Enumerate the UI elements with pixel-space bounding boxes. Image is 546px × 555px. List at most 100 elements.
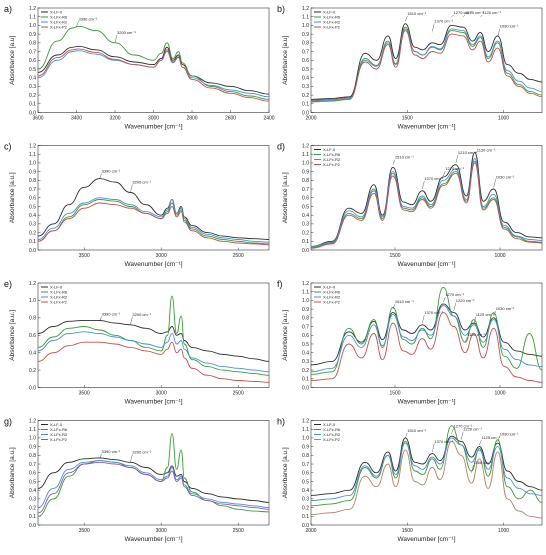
annotation-arrow (422, 181, 424, 189)
y-tick-label: 0.2 (302, 93, 309, 99)
panel-g: 0.00.10.20.30.40.50.60.70.80.91.01.11.23… (4, 417, 269, 544)
y-tick-label: 0.2 (302, 230, 309, 236)
y-tick-label: 0.1 (29, 514, 36, 520)
legend: X-LF-0X-LFx-R6X-LFx-R2X-LFx-P2 (41, 422, 68, 442)
annotation-label: 3390 cm⁻¹ (102, 311, 121, 316)
x-tick-label: 3500 (79, 528, 90, 534)
y-tick-label: 0.1 (29, 239, 36, 245)
x-tick-label: 3000 (156, 528, 167, 534)
x-tick-label: 1500 (389, 391, 400, 397)
y-tick-label: 0.7 (29, 49, 36, 55)
annotation-label: 1030 cm⁻¹ (496, 174, 515, 179)
x-tick-label: 3400 (71, 116, 82, 122)
series-group (311, 153, 542, 249)
y-tick-label: 0.3 (29, 497, 36, 503)
annotation-label: 1370 cm⁻¹ (424, 176, 443, 181)
legend-entry: X-LFx-P2 (323, 162, 341, 167)
y-tick-label: 0.9 (29, 169, 36, 175)
y-tick-label: 0.7 (302, 324, 309, 330)
panel-label: c) (4, 142, 12, 152)
y-tick-label: 0.9 (29, 444, 36, 450)
y-tick-label: 1.2 (302, 418, 309, 424)
legend-entry: X-LFx-P2 (323, 437, 341, 442)
annotation-label: 1030 cm⁻¹ (500, 431, 519, 436)
y-tick-label: 0.8 (29, 178, 36, 184)
y-axis-label: Absorbance [a.u.] (282, 310, 289, 361)
annotation-arrow (432, 24, 434, 32)
y-tick-label: 0.2 (29, 230, 36, 236)
series-line-X-LF-0 (38, 320, 269, 361)
annotation-arrow (494, 179, 496, 187)
annotation-label: 1120 cm⁻¹ (477, 148, 496, 153)
y-tick-label: 0.7 (29, 187, 36, 193)
x-axis-label: Wavenumber [cm⁻¹] (397, 536, 455, 543)
y-tick-label: 0.5 (302, 342, 309, 348)
panel-label: a) (4, 4, 12, 14)
x-tick-label: 3600 (32, 116, 43, 122)
annotation-arrow (456, 155, 458, 163)
y-tick-label: 0.4 (302, 488, 309, 494)
y-tick-label: 0.4 (302, 350, 309, 356)
legend-entry: X-LFx-P2 (323, 300, 341, 305)
annotation-arrow (422, 315, 424, 323)
series-group (311, 426, 542, 518)
y-axis-label: Absorbance [a.u.] (9, 172, 16, 223)
y-tick-label: 0.6 (302, 471, 309, 477)
y-axis-label: Absorbance [a.u.] (282, 172, 289, 223)
y-tick-label: 0.8 (29, 41, 36, 47)
legend-entry: X-LFx-P2 (50, 25, 68, 30)
annotation-arrow (100, 174, 102, 179)
series-group (38, 179, 269, 245)
series-line-X-LFx-R2 (38, 332, 269, 372)
series-line-X-LFx-P2 (311, 313, 542, 383)
annotation-label: 1125 cm⁻¹ (476, 312, 495, 317)
plot-frame (38, 146, 269, 251)
series-line-X-LFx-P2 (311, 31, 542, 101)
y-tick-label: 1.1 (302, 15, 309, 21)
y-tick-label: 1.1 (29, 427, 36, 433)
series-line-X-LF-0 (19, 46, 269, 94)
y-tick-label: 1.0 (29, 436, 36, 442)
y-tick-label: 1.0 (302, 23, 309, 29)
annotation-arrow (452, 15, 454, 17)
y-tick-label: 0.7 (29, 462, 36, 468)
y-tick-label: 0.3 (29, 222, 36, 228)
series-line-X-LFx-R6 (311, 287, 542, 374)
annotation-arrow (405, 16, 407, 21)
panel-b: 0.00.10.20.30.40.50.60.70.80.91.01.11.22… (277, 4, 542, 131)
series-line-X-LFx-R2 (38, 198, 269, 242)
x-tick-label: 2400 (263, 116, 274, 122)
series-line-X-LF-0 (38, 458, 269, 503)
annotation-arrow (130, 454, 132, 462)
legend: X-LF-0X-LFx-R6X-LFx-R2X-LFx-P2 (41, 10, 68, 30)
annotation-arrow (77, 21, 79, 26)
y-axis-label: Absorbance [a.u] (9, 35, 16, 84)
y-tick-label: 0.1 (302, 377, 309, 383)
annotation-label: 3390 cm⁻¹ (102, 449, 121, 454)
plot-frame (38, 421, 269, 526)
y-axis-label: Absorbance [a.u.] (282, 447, 289, 498)
y-tick-label: 0.1 (302, 514, 309, 520)
y-tick-label: 0.5 (302, 67, 309, 73)
series-group (38, 434, 269, 517)
y-tick-label: 1.2 (29, 418, 36, 424)
x-tick-label: 2800 (186, 116, 197, 122)
annotation-arrow (479, 440, 481, 445)
y-tick-label: 0.5 (29, 479, 36, 485)
y-tick-label: 1.0 (29, 298, 36, 304)
y-tick-label: 0.4 (29, 488, 36, 494)
y-tick-label: 0.8 (29, 453, 36, 459)
y-tick-label: 0.3 (29, 84, 36, 90)
annotation-label: 1510 cm⁻¹ (407, 428, 426, 433)
x-axis-label: Wavenumber [cm⁻¹] (124, 124, 182, 131)
annotation-label: 1510 cm⁻¹ (395, 299, 414, 304)
x-axis-label: Wavenumber [cm⁻¹] (124, 399, 182, 406)
annotation-label: 1370 cm⁻¹ (424, 310, 443, 315)
annotation-arrow (498, 29, 500, 37)
x-tick-label: 2500 (233, 253, 244, 259)
legend: X-LF-0X-LFx-R6X-LFx-R2X-LFx-P2 (314, 285, 341, 305)
panel-d: 0.00.10.20.30.40.50.60.70.80.91.01.11.21… (277, 142, 542, 269)
annotation-arrow (115, 35, 117, 43)
y-tick-label: 0.0 (29, 248, 36, 254)
y-tick-label: 1.1 (302, 290, 309, 296)
